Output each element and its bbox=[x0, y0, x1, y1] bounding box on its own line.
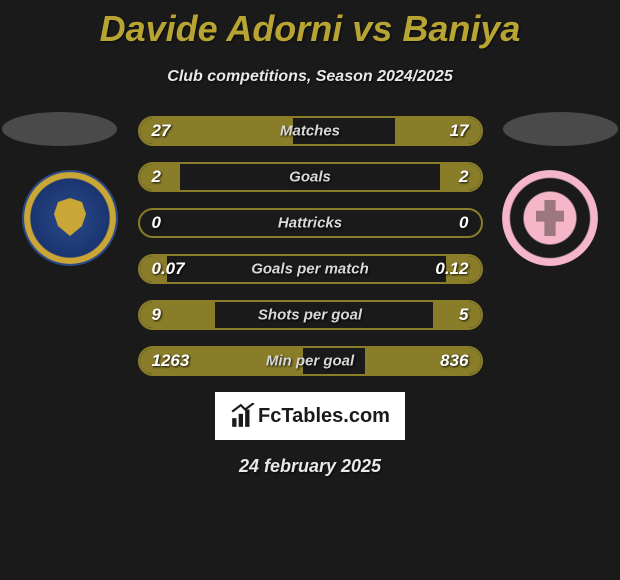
stat-value-right: 0.12 bbox=[435, 259, 468, 279]
stat-value-right: 2 bbox=[459, 167, 468, 187]
stat-label: Shots per goal bbox=[258, 307, 362, 324]
brand-badge: FcTables.com bbox=[215, 392, 405, 440]
stat-label: Hattricks bbox=[278, 215, 342, 232]
stat-row: 0 0 Hattricks bbox=[138, 208, 483, 238]
player-photo-placeholder-right bbox=[503, 112, 618, 146]
comparison-chart: 27 17 Matches 2 2 Goals 0 0 Hattricks 0.07 0.12 Goa… bbox=[0, 116, 620, 376]
stat-label: Goals bbox=[289, 169, 331, 186]
subtitle: Club competitions, Season 2024/2025 bbox=[0, 68, 620, 86]
stat-value-right: 17 bbox=[450, 121, 469, 141]
stat-value-right: 836 bbox=[440, 351, 468, 371]
page-title: Davide Adorni vs Baniya bbox=[0, 0, 620, 50]
stat-label: Goals per match bbox=[251, 261, 369, 278]
brand-text: FcTables.com bbox=[258, 405, 390, 428]
stat-row: 27 17 Matches bbox=[138, 116, 483, 146]
stat-value-left: 2 bbox=[152, 167, 161, 187]
palermo-crest bbox=[502, 170, 598, 266]
player-photo-placeholder-left bbox=[2, 112, 117, 146]
stat-value-left: 1263 bbox=[152, 351, 190, 371]
stat-label: Min per goal bbox=[266, 353, 354, 370]
stat-row: 9 5 Shots per goal bbox=[138, 300, 483, 330]
stat-value-right: 5 bbox=[459, 305, 468, 325]
stat-value-right: 0 bbox=[459, 213, 468, 233]
date-label: 24 february 2025 bbox=[0, 456, 620, 477]
stat-value-left: 0.07 bbox=[152, 259, 185, 279]
stat-bars: 27 17 Matches 2 2 Goals 0 0 Hattricks 0.07 0.12 Goa… bbox=[138, 116, 483, 376]
stat-row: 2 2 Goals bbox=[138, 162, 483, 192]
stat-value-left: 27 bbox=[152, 121, 171, 141]
stat-row: 1263 836 Min per goal bbox=[138, 346, 483, 376]
brescia-crest bbox=[22, 170, 118, 266]
stat-value-left: 0 bbox=[152, 213, 161, 233]
stat-fill-right bbox=[433, 302, 481, 328]
stat-value-left: 9 bbox=[152, 305, 161, 325]
chart-bars-icon bbox=[230, 403, 256, 429]
stat-row: 0.07 0.12 Goals per match bbox=[138, 254, 483, 284]
stat-label: Matches bbox=[280, 123, 340, 140]
